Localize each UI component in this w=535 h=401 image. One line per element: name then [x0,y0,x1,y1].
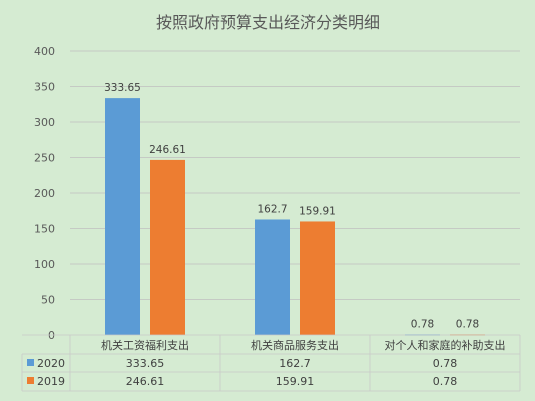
bar-2020-1 [105,98,140,336]
bar-2019-1 [150,159,185,335]
data-label: 0.78 [456,318,479,330]
y-tick-label: 200 [34,187,55,200]
chart-title: 按照政府预算支出经济分类明细 [156,13,380,32]
legend-swatch-2020 [27,359,34,366]
table-cell: 0.78 [433,375,458,388]
data-labels: 333.65 246.61 162.7 159.91 0.78 0.78 [104,82,479,330]
data-table: 机关工资福利支出 机关商品服务支出 对个人和家庭的补助支出 2020 333.65 162… [21,334,521,392]
y-tick-label: 300 [34,116,55,129]
bars [105,98,485,336]
data-label: 159.91 [299,205,336,217]
y-tick-label: 350 [34,81,55,94]
legend-label: 2020 [37,357,65,370]
table-cell: 333.65 [126,357,165,370]
y-tick-label: 400 [34,45,55,58]
data-label: 333.65 [104,82,141,94]
legend-swatch-2019 [27,377,34,384]
data-label: 246.61 [149,144,186,156]
y-tick-label: 100 [34,258,55,271]
category-label: 机关商品服务支出 [251,338,339,352]
table-cell: 246.61 [126,375,165,388]
table-cell: 159.91 [276,375,315,388]
data-label: 162.7 [257,203,287,215]
gridlines [70,50,520,300]
bar-2019-2 [300,221,335,335]
table-cell: 162.7 [279,357,311,370]
y-tick-label: 150 [34,223,55,236]
y-tick-label: 0 [48,329,55,342]
table-cell: 0.78 [433,357,458,370]
legend-label: 2019 [37,375,65,388]
category-label: 对个人和家庭的补助支出 [385,338,506,352]
y-tick-label: 250 [34,152,55,165]
y-axis-ticks: 0 50 100 150 200 250 300 350 400 [34,45,55,342]
y-tick-label: 50 [41,294,55,307]
bar-2020-2 [255,219,290,335]
category-label: 机关工资福利支出 [101,338,189,352]
data-label: 0.78 [411,318,434,330]
